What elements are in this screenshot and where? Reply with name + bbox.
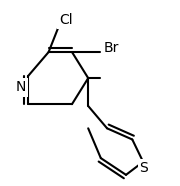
Text: S: S: [140, 161, 148, 175]
Text: Br: Br: [104, 41, 119, 55]
Text: Cl: Cl: [59, 12, 73, 27]
Text: N: N: [15, 80, 26, 94]
